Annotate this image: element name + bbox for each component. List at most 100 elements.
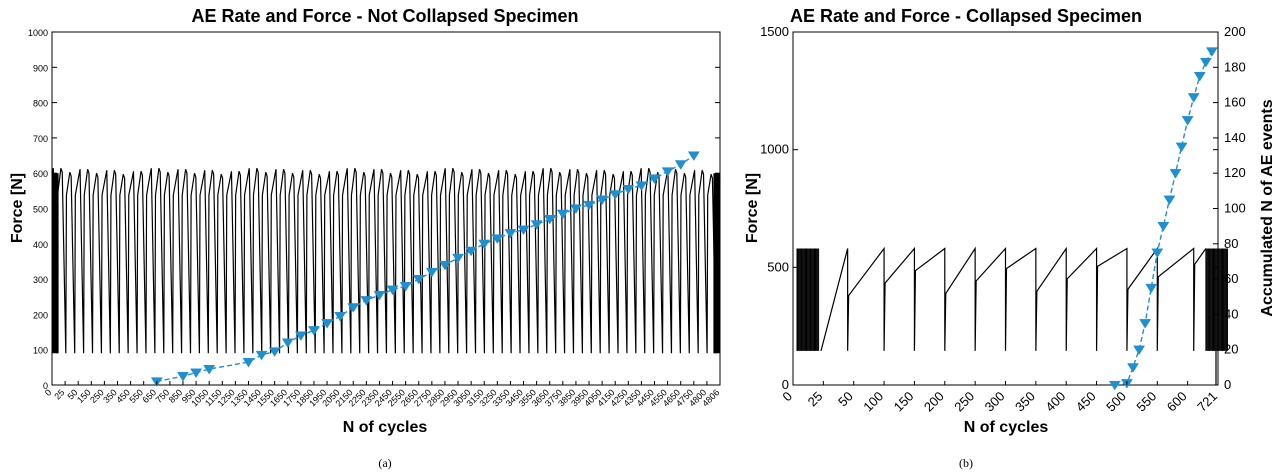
ae-marker — [373, 290, 386, 301]
ae-marker — [1127, 363, 1139, 373]
ae-marker — [452, 253, 464, 264]
y-tick-label: 300 — [33, 275, 48, 285]
chart-b-ae-series — [1108, 47, 1218, 391]
y2-tick-label: 140 — [1224, 130, 1246, 145]
x-tick-label: 50 — [835, 389, 856, 410]
ae-marker — [609, 190, 622, 200]
chart-a-ae-series — [150, 151, 700, 387]
chart-a-title: AE Rate and Force - Not Collapsed Specim… — [191, 6, 578, 26]
ae-marker — [268, 347, 281, 357]
ae-marker — [622, 184, 635, 195]
force-sawtooth — [820, 246, 1207, 352]
ae-marker — [1169, 169, 1182, 179]
ae-marker — [648, 174, 661, 184]
x-tick-label: 200 — [921, 389, 947, 415]
ae-marker — [465, 246, 478, 257]
ae-marker — [294, 331, 307, 342]
y2-tick-label: 40 — [1224, 306, 1238, 321]
chart-a-force-line — [51, 168, 721, 354]
y2-tick-label: 100 — [1224, 201, 1246, 216]
chart-a-x-ticks: 0255015025035045055065075085095010501150… — [43, 381, 721, 409]
y-tick-label: 1000 — [28, 28, 48, 38]
ae-marker — [1163, 195, 1176, 206]
y-tick-label: 500 — [767, 259, 789, 274]
chart-a-x-label: N of cycles — [343, 419, 428, 436]
ae-marker — [1108, 380, 1121, 391]
ae-marker — [1205, 47, 1218, 57]
y-tick-label: 800 — [33, 99, 48, 109]
x-tick-label: 600 — [1164, 389, 1190, 415]
ae-marker — [347, 303, 360, 313]
y-tick-label: 1000 — [760, 142, 789, 157]
x-tick-label: 450 — [1073, 389, 1099, 415]
x-tick-label: 250 — [951, 389, 977, 415]
y2-tick-label: 120 — [1224, 165, 1246, 180]
y2-tick-label: 20 — [1224, 342, 1238, 357]
y2-tick-label: 200 — [1224, 24, 1246, 39]
ae-marker — [386, 285, 399, 296]
ae-marker — [687, 151, 700, 161]
ae-marker — [203, 365, 216, 375]
y2-tick-label: 180 — [1224, 59, 1246, 74]
x-tick-label: 500 — [1103, 389, 1129, 415]
ae-marker — [438, 260, 451, 271]
y-tick-label: 0 — [782, 377, 789, 392]
ae-marker — [1187, 93, 1200, 103]
chart-a-y-ticks: 0 100 200 300 400 500 600 700 800 900 1000 — [28, 28, 720, 391]
ae-marker — [360, 296, 373, 306]
ae-marker — [491, 234, 504, 244]
x-tick-label: 721 — [1194, 389, 1220, 415]
ae-marker — [425, 267, 438, 278]
y-tick-label: 500 — [33, 205, 48, 215]
chart-a: AE Rate and Force - Not Collapsed Specim… — [9, 6, 721, 470]
ae-marker — [1151, 248, 1164, 259]
chart-a-caption: (a) — [378, 456, 391, 470]
x-tick-label: 0 — [43, 387, 54, 398]
ae-marker — [308, 326, 320, 336]
ae-marker — [674, 160, 687, 170]
ae-marker — [1133, 345, 1146, 356]
ae-marker — [1139, 319, 1152, 329]
y2-tick-label: 80 — [1224, 236, 1238, 251]
ae-marker — [661, 167, 674, 177]
chart-a-y-label: Force [N] — [9, 173, 26, 243]
ae-marker — [556, 209, 569, 220]
y2-tick-label: 160 — [1224, 95, 1246, 110]
chart-b-x-label: N of cycles — [964, 419, 1049, 436]
y-tick-label: 900 — [33, 63, 48, 73]
ae-marker — [334, 312, 347, 322]
ae-marker — [543, 214, 556, 225]
ae-marker — [242, 357, 255, 368]
ae-marker — [1181, 116, 1194, 126]
ae-marker — [635, 181, 648, 191]
ae-line — [1114, 51, 1213, 386]
y-tick-label: 700 — [33, 134, 48, 144]
ae-marker — [478, 239, 491, 250]
ae-marker — [321, 319, 334, 329]
ae-marker — [1199, 57, 1212, 68]
ae-marker — [177, 372, 189, 382]
x-tick-label: 25 — [805, 389, 826, 410]
ae-marker — [1145, 283, 1158, 294]
ae-marker — [412, 275, 425, 285]
ae-marker — [255, 350, 268, 361]
ae-marker — [569, 204, 582, 214]
ae-marker — [1175, 142, 1188, 153]
x-tick-label: 350 — [1012, 389, 1038, 415]
chart-b-y-label: Force [N] — [744, 173, 761, 243]
y-tick-label: 400 — [33, 240, 48, 250]
ae-marker — [281, 338, 294, 349]
x-tick-label: 100 — [860, 389, 886, 415]
ae-marker — [596, 195, 609, 206]
chart-b-y2-label: Accumulated N of AE events — [1259, 99, 1276, 316]
ae-marker — [530, 220, 543, 230]
y2-tick-label: 60 — [1224, 271, 1238, 286]
chart-b-title: AE Rate and Force - Collapsed Specimen — [790, 6, 1142, 26]
chart-b: AE Rate and Force - Collapsed Specimen 0… — [744, 6, 1276, 470]
x-tick-label: 550 — [1133, 389, 1159, 415]
ae-marker — [399, 282, 412, 292]
ae-marker — [1193, 72, 1206, 82]
y-tick-label: 0 — [43, 381, 48, 391]
ae-marker — [517, 225, 530, 236]
